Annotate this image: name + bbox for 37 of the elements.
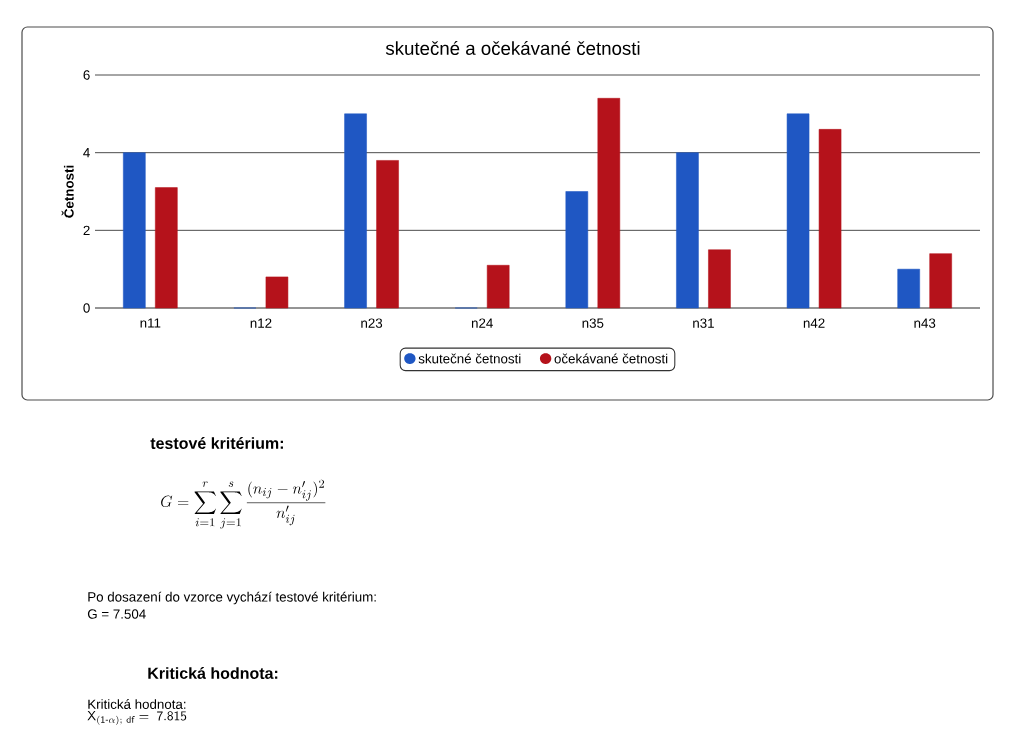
x-tick-label: n42 [803,318,825,328]
bar [597,98,621,309]
y-axis-title: Četnosti [61,165,74,218]
text: Kritická hodnota: [148,667,278,679]
legend-label: očekávané četnosti [554,353,668,364]
bar [344,113,367,309]
text: testové kritérium: [150,437,283,449]
text: $\mathsf{X}_{\mathsf{(1\text{-}\alpha);\ df}}\mathsf{\ =\ 7.815}$ [87,711,187,725]
y-tick-label: 4 [83,148,90,158]
y-tick-label: 6 [83,70,90,80]
bar [708,249,731,309]
text: G = 7.504 [87,609,146,619]
bar [897,268,920,309]
x-tick-label: n35 [582,318,604,328]
bar [786,113,810,309]
x-tick-label: n12 [250,318,272,328]
y-tick-label: 2 [83,225,90,235]
x-tick-label: n31 [693,318,714,328]
chart-title: skutečné a očekávané četnosti [385,41,640,55]
x-tick-label: n43 [914,318,936,328]
bar [123,152,146,309]
text: $G=\sum_{i=1}^{r}\sum_{j=1}^{s}\frac{(n_{ij}-n'_{ij})^2}{n'_{ij}}$ [161,479,326,529]
bar [486,265,510,309]
bar [929,253,952,309]
bar [818,129,842,309]
bar [376,160,399,309]
bar [676,152,699,309]
text: Kritická hodnota: [88,699,186,709]
bar [155,187,178,309]
bar [265,276,289,309]
legend-label: skutečné četnosti [418,353,521,364]
x-tick-label: n23 [361,318,383,328]
y-tick-label: 0 [83,303,90,313]
x-tick-label: n24 [471,318,493,328]
text: Po dosazení do vzorce vychází testové kritérium: [88,591,376,605]
x-tick-label: n11 [140,318,161,328]
bar [565,191,589,309]
